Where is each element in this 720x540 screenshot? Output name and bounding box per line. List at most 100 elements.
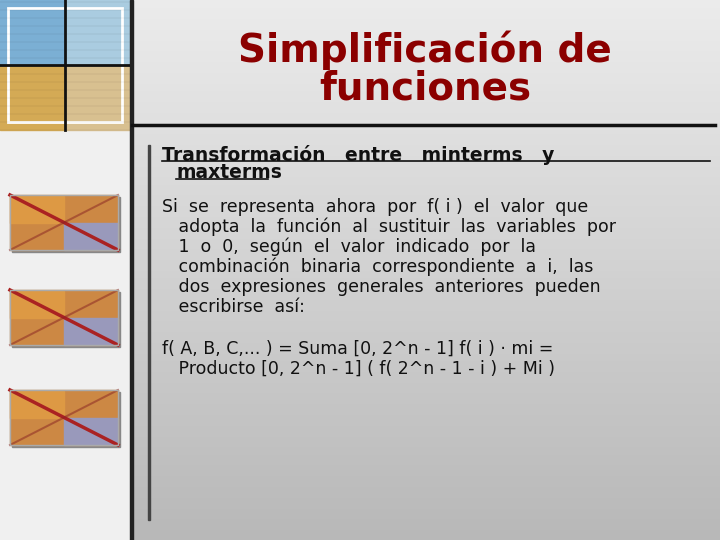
- Bar: [0, 443, 720, 447]
- Bar: [0, 425, 720, 428]
- Bar: [0, 25, 720, 29]
- Bar: [0, 385, 720, 389]
- Bar: [0, 220, 720, 223]
- Bar: [0, 263, 720, 266]
- Bar: [0, 65, 65, 130]
- Bar: [0, 309, 720, 313]
- Bar: [0, 245, 720, 248]
- Bar: [0, 353, 720, 356]
- Bar: [0, 457, 720, 461]
- Bar: [64, 318, 118, 345]
- Bar: [10, 391, 64, 418]
- Bar: [10, 196, 64, 223]
- Bar: [0, 205, 720, 209]
- Bar: [0, 140, 720, 144]
- Bar: [0, 130, 720, 133]
- Bar: [0, 22, 720, 25]
- Bar: [0, 421, 720, 425]
- Bar: [0, 11, 720, 15]
- Bar: [0, 335, 720, 339]
- Bar: [0, 320, 720, 324]
- Bar: [0, 486, 720, 490]
- Bar: [10, 390, 118, 445]
- Text: Simplificación de: Simplificación de: [238, 30, 612, 70]
- Bar: [0, 536, 720, 540]
- Bar: [0, 0, 720, 4]
- Bar: [0, 479, 720, 482]
- Bar: [0, 198, 720, 201]
- Bar: [0, 400, 720, 403]
- Bar: [12, 197, 120, 252]
- Bar: [0, 126, 720, 130]
- Bar: [12, 392, 120, 447]
- Bar: [0, 403, 720, 407]
- Bar: [0, 255, 720, 259]
- Bar: [0, 227, 720, 231]
- Bar: [0, 356, 720, 360]
- Bar: [10, 390, 118, 445]
- Bar: [0, 0, 130, 540]
- Bar: [0, 515, 720, 518]
- Bar: [0, 259, 720, 263]
- Bar: [0, 447, 720, 450]
- Bar: [0, 518, 720, 522]
- Bar: [0, 302, 720, 306]
- Bar: [10, 290, 118, 345]
- Bar: [0, 497, 720, 501]
- Bar: [0, 475, 720, 479]
- Bar: [0, 493, 720, 497]
- Bar: [0, 47, 720, 50]
- Bar: [0, 15, 720, 18]
- Text: funciones: funciones: [319, 69, 531, 107]
- Bar: [0, 501, 720, 504]
- Bar: [0, 410, 720, 414]
- Bar: [0, 504, 720, 508]
- Bar: [0, 231, 720, 234]
- Text: 1  o  0,  según  el  valor  indicado  por  la: 1 o 0, según el valor indicado por la: [162, 238, 536, 256]
- Bar: [0, 306, 720, 309]
- Bar: [0, 450, 720, 454]
- Bar: [10, 291, 64, 318]
- Bar: [0, 119, 720, 123]
- Bar: [65, 0, 130, 65]
- Bar: [0, 436, 720, 439]
- Bar: [0, 277, 720, 281]
- Bar: [0, 43, 720, 47]
- Bar: [0, 177, 720, 180]
- Bar: [0, 147, 720, 151]
- Bar: [0, 393, 720, 396]
- Bar: [0, 468, 720, 471]
- Bar: [0, 158, 720, 162]
- Bar: [12, 292, 120, 347]
- Bar: [0, 529, 720, 533]
- Bar: [0, 169, 720, 173]
- Bar: [0, 313, 720, 317]
- Bar: [0, 61, 720, 65]
- Bar: [0, 342, 720, 346]
- Bar: [0, 274, 720, 277]
- Bar: [0, 166, 720, 169]
- Bar: [0, 69, 720, 72]
- Bar: [0, 93, 720, 97]
- Bar: [0, 7, 720, 11]
- Bar: [0, 324, 720, 328]
- Bar: [0, 461, 720, 464]
- Bar: [0, 97, 720, 101]
- Bar: [0, 396, 720, 400]
- Bar: [0, 72, 720, 76]
- Bar: [0, 241, 720, 245]
- Bar: [0, 432, 720, 436]
- Bar: [0, 191, 720, 194]
- Text: Si  se  representa  ahora  por  f( i )  el  valor  que: Si se representa ahora por f( i ) el val…: [162, 198, 588, 216]
- Bar: [0, 428, 720, 432]
- Bar: [0, 371, 720, 374]
- Bar: [0, 29, 720, 32]
- Bar: [0, 328, 720, 331]
- Text: Transformación   entre   minterms   y: Transformación entre minterms y: [162, 145, 554, 165]
- Bar: [0, 108, 720, 112]
- Bar: [0, 266, 720, 270]
- Bar: [0, 525, 720, 529]
- Bar: [0, 0, 65, 65]
- Bar: [0, 50, 720, 54]
- Bar: [0, 155, 720, 158]
